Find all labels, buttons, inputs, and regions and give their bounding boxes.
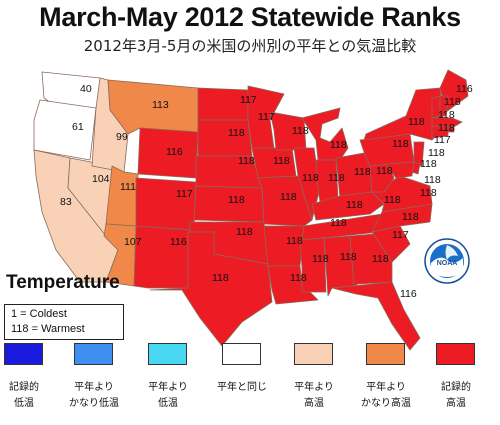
rank-label-va: 118 bbox=[384, 194, 401, 206]
rank-label-al: 118 bbox=[340, 251, 357, 263]
legend-label-below: 平年より 低温 bbox=[148, 382, 188, 409]
rank-label-tn: 118 bbox=[330, 217, 347, 229]
rank-label-il: 118 bbox=[302, 172, 319, 184]
rank-label-de: 118 bbox=[424, 174, 441, 186]
state-ct bbox=[431, 125, 449, 139]
rank-label-nc: 118 bbox=[402, 211, 419, 223]
rank-label-wi: 118 bbox=[292, 125, 309, 137]
rank-label-ca: 83 bbox=[60, 196, 72, 208]
swatch-much-above bbox=[366, 343, 405, 365]
rank-label-mo: 118 bbox=[280, 191, 297, 203]
rank-key-box: 1 = Coldest 118 = Warmest bbox=[4, 304, 124, 340]
rank-label-me: 116 bbox=[456, 83, 473, 95]
rank-label-tx: 118 bbox=[212, 272, 229, 284]
rank-label-co: 117 bbox=[176, 188, 193, 200]
legend-title: Temperature bbox=[6, 272, 120, 293]
rank-label-md: 118 bbox=[420, 187, 437, 199]
swatch-record-warm bbox=[436, 343, 475, 365]
rank-label-ms: 118 bbox=[312, 253, 329, 265]
rank-label-ga: 118 bbox=[372, 253, 389, 265]
state-nj bbox=[413, 141, 425, 167]
state-co bbox=[135, 177, 197, 231]
swatch-below bbox=[148, 343, 187, 365]
noaa-logo: NOAA bbox=[424, 238, 470, 284]
rank-label-nv: 104 bbox=[92, 173, 110, 185]
rank-label-in: 118 bbox=[328, 172, 345, 184]
legend-label-near-normal: 平年と同じ bbox=[217, 382, 267, 393]
rank-label-mt: 113 bbox=[152, 99, 169, 111]
state-or bbox=[33, 99, 97, 161]
rank-label-id: 99 bbox=[116, 131, 128, 143]
rank-label-wv: 118 bbox=[376, 165, 393, 177]
legend-label-record-warm: 記録的 高温 bbox=[441, 382, 471, 409]
rank-label-ia: 118 bbox=[273, 155, 290, 167]
rank-label-wy: 116 bbox=[166, 146, 183, 158]
rank-label-or: 61 bbox=[72, 121, 84, 133]
state-tx bbox=[149, 231, 273, 347]
rank-label-la: 118 bbox=[290, 272, 307, 284]
rank-label-ct: 118 bbox=[428, 147, 445, 159]
rank-label-pa: 118 bbox=[392, 138, 409, 150]
state-la bbox=[267, 265, 319, 305]
key-coldest: 1 = Coldest bbox=[11, 308, 67, 320]
state-ut bbox=[105, 165, 139, 227]
rank-label-mn: 117 bbox=[258, 111, 275, 123]
state-mi bbox=[301, 107, 349, 161]
rank-label-oh: 118 bbox=[354, 166, 371, 178]
rank-label-wa: 40 bbox=[80, 83, 92, 95]
rank-label-ne: 118 bbox=[238, 155, 255, 167]
rank-label-mi: 118 bbox=[330, 139, 347, 151]
state-nm bbox=[133, 225, 191, 289]
rank-label-ny: 118 bbox=[408, 116, 425, 128]
rank-label-ma: 118 bbox=[438, 122, 455, 134]
rank-label-fl: 116 bbox=[400, 288, 417, 300]
swatch-much-below bbox=[74, 343, 113, 365]
state-wi bbox=[269, 111, 307, 151]
noaa-logo-text: NOAA bbox=[437, 260, 458, 267]
key-warmest: 118 = Warmest bbox=[11, 323, 85, 335]
state-fl bbox=[331, 281, 421, 351]
state-nh bbox=[439, 95, 449, 117]
swatch-record-cold bbox=[4, 343, 43, 365]
rank-label-ut: 111 bbox=[120, 181, 136, 193]
legend-label-above: 平年より 高温 bbox=[294, 382, 334, 409]
rank-label-sd: 118 bbox=[228, 127, 245, 139]
map-title: March-May 2012 Statewide Ranks bbox=[39, 2, 461, 32]
rank-label-az: 107 bbox=[124, 236, 142, 248]
rank-label-ky: 118 bbox=[346, 199, 363, 211]
swatch-near-normal bbox=[222, 343, 261, 365]
map-subtitle: 2012年3月-5月の米国の州別の平年との気温比較 bbox=[83, 37, 417, 55]
rank-label-ar: 118 bbox=[286, 235, 303, 247]
rank-label-ri: 117 bbox=[434, 134, 451, 146]
rank-label-sc: 117 bbox=[392, 229, 409, 241]
rank-label-nh: 118 bbox=[438, 109, 455, 121]
legend-label-much-below: 平年より かなり低温 bbox=[69, 382, 119, 409]
state-md bbox=[385, 161, 415, 179]
rank-label-ok: 118 bbox=[236, 226, 253, 238]
state-ms bbox=[299, 237, 327, 293]
state-ma bbox=[431, 117, 463, 129]
legend-label-record-cold: 記録的 低温 bbox=[9, 382, 39, 409]
rank-label-nj: 118 bbox=[420, 158, 437, 170]
rank-label-vt: 118 bbox=[444, 96, 461, 108]
legend-label-much-above: 平年より かなり高温 bbox=[361, 382, 411, 409]
swatch-above bbox=[294, 343, 333, 365]
rank-label-nd: 117 bbox=[240, 94, 257, 106]
rank-label-nm: 116 bbox=[170, 236, 187, 248]
rank-label-ks: 118 bbox=[228, 194, 245, 206]
